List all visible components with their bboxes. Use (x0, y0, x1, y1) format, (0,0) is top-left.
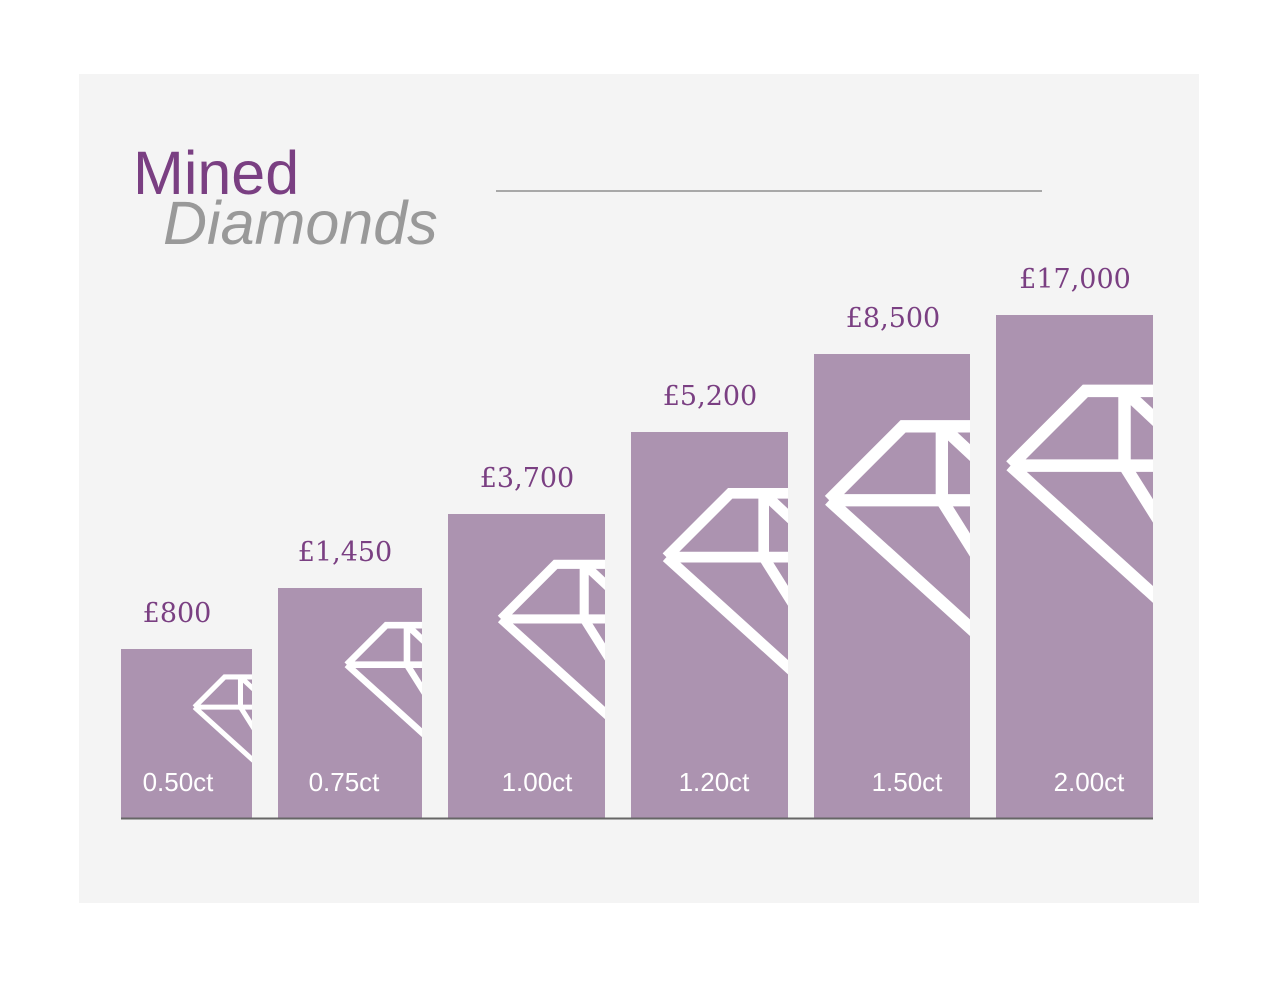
bar-group: £1,450 0.75ct (278, 537, 422, 818)
title-divider (496, 190, 1042, 192)
bar-group: £800 0.50ct (121, 598, 252, 818)
category-label: 1.00ct (502, 767, 574, 797)
diamond-icon (1006, 384, 1153, 603)
bar-group: £8,500 1.50ct (814, 303, 970, 818)
bar-group: £3,700 1.00ct (448, 463, 605, 818)
value-label: £1,450 (298, 537, 392, 568)
category-label: 0.50ct (143, 767, 215, 797)
category-label: 1.50ct (872, 767, 944, 797)
category-label: 2.00ct (1054, 767, 1126, 797)
bars-layer: £800 0.50ct £1,450 0.75ct £3,700 1.00ct £5,200… (121, 264, 1153, 818)
bar-group: £5,200 1.20ct (631, 381, 788, 818)
diamond-icon (497, 559, 605, 720)
diamond-icon (824, 420, 970, 636)
diamond-icon (192, 674, 252, 763)
diamond-icon (344, 621, 422, 738)
value-label: £800 (143, 598, 212, 629)
value-label: £3,700 (480, 463, 574, 494)
bar-group: £17,000 2.00ct (996, 264, 1153, 818)
value-label: £8,500 (846, 303, 940, 334)
value-label: £5,200 (663, 381, 757, 412)
value-label: £17,000 (1019, 264, 1131, 295)
chart-title: Mined (133, 139, 300, 207)
category-label: 1.20ct (679, 767, 751, 797)
chart-subtitle: Diamonds (163, 189, 438, 257)
diamond-icon (662, 487, 788, 675)
category-label: 0.75ct (309, 767, 381, 797)
